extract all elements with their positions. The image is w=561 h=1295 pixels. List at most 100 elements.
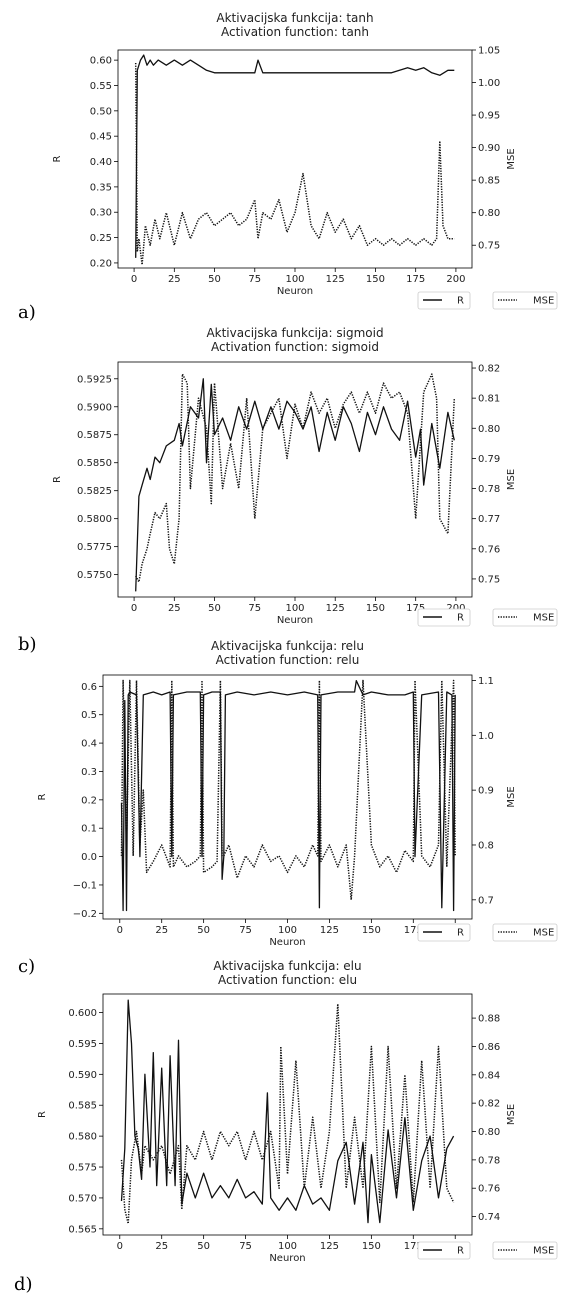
legend-label-mse: MSE: [533, 613, 554, 624]
chart-panel-2: Aktivacijska funkcija: sigmoidActivation…: [18, 326, 558, 655]
y-tick-label: 0.580: [68, 1132, 97, 1143]
legend-label-r: R: [457, 928, 464, 939]
y-tick-label: 0.565: [68, 1224, 97, 1235]
x-tick-label: 175: [404, 1241, 423, 1252]
y2-tick-label: 0.76: [478, 1184, 500, 1195]
series-line-mse: [135, 373, 456, 583]
y2-tick-label: 1.1: [478, 676, 494, 687]
plot-frame: [117, 49, 473, 269]
legend-r: R: [417, 923, 471, 942]
x-tick-label: 75: [248, 274, 261, 285]
x-tick-label: 150: [362, 1241, 381, 1252]
y2-tick-label: 0.76: [478, 544, 500, 555]
legend-label-r: R: [457, 1246, 464, 1257]
panel-label: a): [18, 302, 36, 323]
y-tick-label: 0.5825: [77, 486, 112, 497]
x-tick-label: 0: [131, 603, 137, 614]
y2-tick-label: 0.95: [478, 111, 500, 122]
chart-subtitle: Activation function: sigmoid: [211, 340, 379, 354]
x-axis-label: Neuron: [269, 937, 305, 948]
y-tick-label: 0.600: [68, 1008, 97, 1019]
x-tick-label: 75: [248, 603, 261, 614]
x-tick-label: 175: [406, 603, 425, 614]
x-tick-label: 200: [446, 274, 465, 285]
chart-title: Aktivacijska funkcija: sigmoid: [206, 326, 383, 340]
legend-mse: MSE: [492, 923, 558, 942]
panel-label: d): [14, 1274, 33, 1295]
legend-label-mse: MSE: [533, 1246, 554, 1257]
y-tick-label: 0.0: [81, 852, 97, 863]
y-tick-label: 0.25: [90, 233, 112, 244]
x-tick-label: 125: [326, 603, 345, 614]
x-tick-label: 0: [117, 925, 123, 936]
y2-tick-label: 0.8: [478, 840, 494, 851]
legend-r: R: [417, 291, 471, 310]
y-tick-label: −0.1: [73, 880, 97, 891]
legend-mse: MSE: [492, 291, 558, 310]
x-tick-label: 100: [278, 1241, 297, 1252]
y2-tick-label: 0.80: [478, 424, 500, 435]
x-axis-label: Neuron: [277, 615, 313, 626]
series-line-r: [135, 54, 455, 258]
chart-title: Aktivacijska funkcija: tanh: [216, 11, 373, 25]
y-tick-label: 0.570: [68, 1193, 97, 1204]
legend-mse: MSE: [492, 608, 558, 627]
y2-tick-label: 0.90: [478, 143, 500, 154]
y2-tick-label: 0.81: [478, 394, 500, 405]
y-tick-label: 0.585: [68, 1101, 97, 1112]
y-tick-label: 0.3: [81, 767, 97, 778]
y2-tick-label: 0.88: [478, 1014, 500, 1025]
legend-label-mse: MSE: [533, 296, 554, 307]
chart-title: Aktivacijska funkcija: relu: [211, 639, 364, 653]
y2-tick-label: 0.82: [478, 1099, 500, 1110]
y-tick-label: 0.5875: [77, 430, 112, 441]
y2-tick-label: 1.05: [478, 46, 500, 57]
y-tick-label: 0.590: [68, 1070, 97, 1081]
y-tick-label: 0.30: [90, 208, 112, 219]
y-tick-label: −0.2: [73, 909, 97, 920]
y-axis-label: R: [37, 793, 48, 800]
legend-box: [417, 1241, 471, 1260]
y-tick-label: 0.5850: [77, 458, 112, 469]
y-tick-label: 0.5: [81, 710, 97, 721]
legend-box: [492, 608, 558, 627]
legend-box: [417, 923, 471, 942]
y2-axis-label: MSE: [506, 786, 517, 807]
y2-axis-label: MSE: [506, 148, 517, 169]
x-tick-label: 25: [155, 1241, 168, 1252]
y-tick-label: 0.5775: [77, 542, 112, 553]
legend-r: R: [417, 1241, 471, 1260]
x-tick-label: 125: [320, 1241, 339, 1252]
y-tick-label: 0.595: [68, 1039, 97, 1050]
y2-tick-label: 1.0: [478, 731, 494, 742]
y2-tick-label: 0.85: [478, 176, 500, 187]
y2-tick-label: 0.75: [478, 574, 500, 585]
legend-mse: MSE: [492, 1241, 558, 1260]
x-tick-label: 125: [326, 274, 345, 285]
x-tick-label: 175: [404, 925, 423, 936]
y2-tick-label: 0.86: [478, 1042, 500, 1053]
x-tick-label: 200: [446, 603, 465, 614]
y-tick-label: 0.2: [81, 795, 97, 806]
x-axis-label: Neuron: [277, 286, 313, 297]
chart-title: Aktivacijska funkcija: elu: [213, 959, 361, 973]
x-tick-label: 50: [208, 274, 221, 285]
series-line-mse: [120, 1003, 455, 1225]
y2-tick-label: 0.9: [478, 786, 494, 797]
x-tick-label: 50: [208, 603, 221, 614]
x-tick-label: 150: [362, 925, 381, 936]
y-tick-label: 0.50: [90, 106, 112, 117]
chart-subtitle: Activation function: tanh: [221, 25, 369, 39]
y-tick-label: 0.55: [90, 81, 112, 92]
x-axis-label: Neuron: [269, 1253, 305, 1264]
y-tick-label: 0.1: [81, 824, 97, 835]
y-tick-label: 0.4: [81, 739, 97, 750]
x-tick-label: 75: [239, 1241, 252, 1252]
y2-tick-label: 0.78: [478, 484, 500, 495]
chart-subtitle: Activation function: elu: [218, 973, 357, 987]
y-tick-label: 0.45: [90, 132, 112, 143]
y-tick-label: 0.6: [81, 682, 97, 693]
x-tick-label: 100: [278, 925, 297, 936]
